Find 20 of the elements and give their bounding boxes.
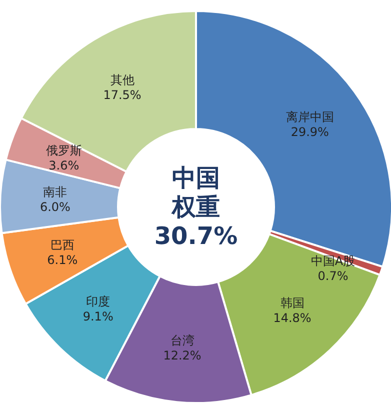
data-label: 17.5% xyxy=(103,88,142,102)
slice-label: 俄罗斯 xyxy=(46,144,82,158)
text: 中国 xyxy=(172,164,220,192)
slice-label: 台湾 xyxy=(170,333,194,348)
data-label: 6.1% xyxy=(47,253,78,268)
slice-label: 南非 xyxy=(43,185,68,200)
text: 权重 xyxy=(171,193,220,221)
data-label: 6.0% xyxy=(40,200,70,214)
slice-label: 韩国 xyxy=(280,296,304,310)
data-label: 3.6% xyxy=(48,158,80,173)
slice-label: 离岸中国 xyxy=(286,110,334,124)
data-label: 12.2% xyxy=(163,348,202,362)
data-label: 29.9% xyxy=(290,124,329,139)
data-label: 14.8% xyxy=(273,311,312,326)
slice-label: 印度 xyxy=(86,294,110,308)
data-label: 9.1% xyxy=(82,309,114,324)
slice-label: 其他 xyxy=(110,72,134,87)
data-label: 0.7% xyxy=(318,269,348,284)
slice-label: 巴西 xyxy=(50,238,74,252)
text: 30.7% xyxy=(154,222,238,250)
